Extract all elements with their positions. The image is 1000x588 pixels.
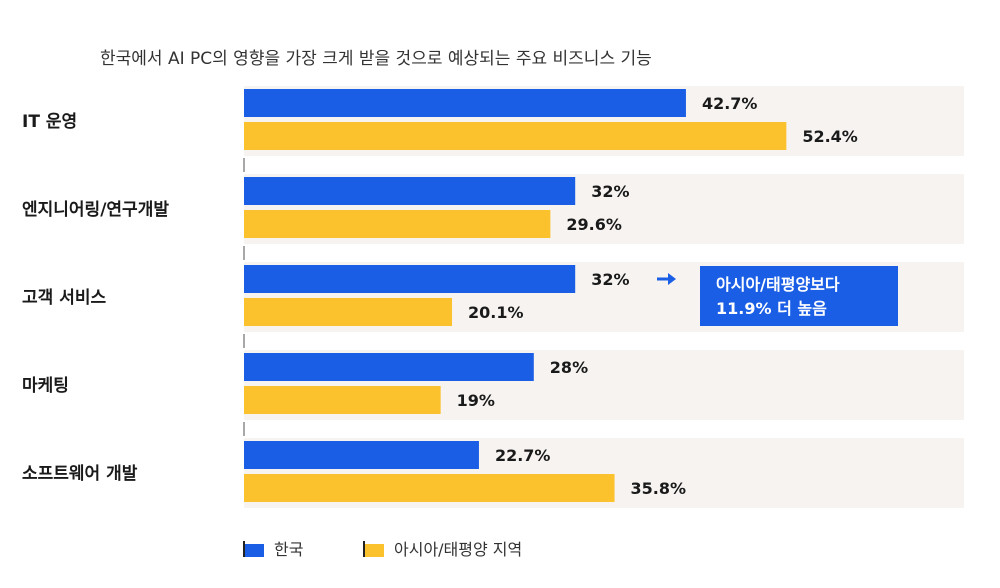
callout-text: 아시아/태평양보다 <box>716 275 840 294</box>
data-label: 20.1% <box>468 303 524 322</box>
bars <box>244 89 787 502</box>
annotation-callout: 아시아/태평양보다 11.9% 더 높음 <box>657 266 898 326</box>
callout-box <box>700 266 898 326</box>
category-label: 고객 서비스 <box>22 288 106 308</box>
bar-korea <box>244 89 686 117</box>
bar-korea <box>244 353 534 381</box>
category-label: 소프트웨어 개발 <box>22 464 138 484</box>
bar-korea <box>244 265 576 293</box>
legend-label: 한국 <box>274 540 303 559</box>
data-label: 22.7% <box>495 446 551 465</box>
data-label: 32% <box>591 182 629 201</box>
data-labels: 42.7% 52.4% 32% 29.6% 32% 20.1% 28% 19% 22.7% 35.… <box>457 94 858 498</box>
data-label: 42.7% <box>702 94 758 113</box>
bar-apac <box>244 386 441 414</box>
bar-korea <box>244 441 479 469</box>
legend-swatch <box>365 544 384 557</box>
bar-apac <box>244 122 787 150</box>
legend-item: 한국 <box>243 540 303 559</box>
category-label: 마케팅 <box>22 376 69 396</box>
data-label: 52.4% <box>802 127 858 146</box>
legend-swatch <box>245 544 264 557</box>
data-label: 28% <box>550 358 588 377</box>
bar-korea <box>244 177 576 205</box>
bar-apac <box>244 474 615 502</box>
bar-apac <box>244 298 453 326</box>
data-label: 32% <box>591 270 629 289</box>
legend-label: 아시아/태평양 지역 <box>394 540 522 559</box>
callout-text: 11.9% 더 높음 <box>716 299 827 318</box>
arrow-right-icon <box>657 273 676 285</box>
data-label: 29.6% <box>566 215 622 234</box>
data-label: 19% <box>457 391 495 410</box>
chart-title: 한국에서 AI PC의 영향을 가장 크게 받을 것으로 예상되는 주요 비즈니… <box>100 49 652 69</box>
legend: 한국 아시아/태평양 지역 <box>243 540 522 559</box>
bar-apac <box>244 210 551 238</box>
category-label: 엔지니어링/연구개발 <box>22 200 169 220</box>
category-label: IT 운영 <box>22 112 77 132</box>
legend-item: 아시아/태평양 지역 <box>363 540 522 559</box>
data-label: 35.8% <box>631 479 687 498</box>
